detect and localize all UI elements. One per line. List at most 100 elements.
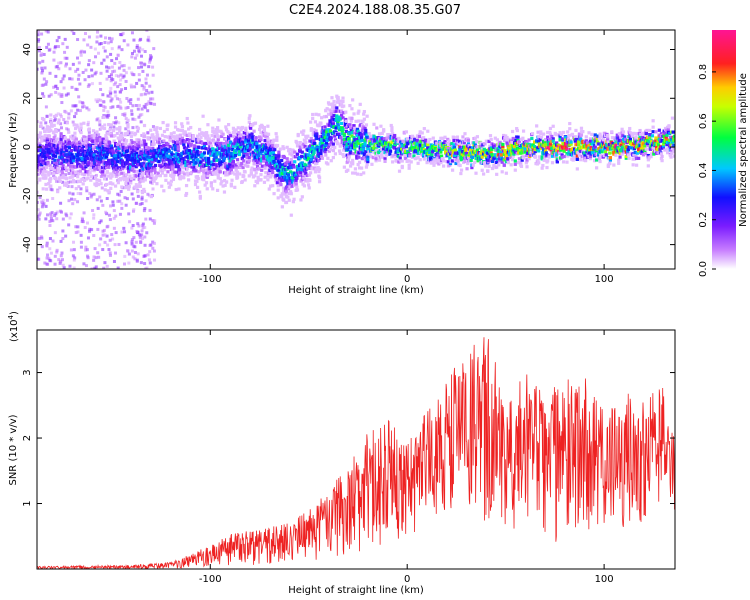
spectrogram-noise-cell (147, 91, 151, 95)
spectrogram-cell (548, 142, 553, 146)
spectrogram-cell (343, 138, 347, 143)
spectrogram-cell (56, 158, 60, 162)
spectrogram-noise-cell (112, 121, 116, 125)
spectrogram-cell (267, 170, 271, 175)
spectrogram-cell (513, 159, 517, 163)
spectrogram-cell (195, 134, 200, 138)
spectrogram-cell (59, 134, 63, 138)
spectrogram-noise-cell (146, 253, 150, 257)
spectrogram-cell (38, 166, 43, 170)
spectrogram-cell (151, 157, 155, 162)
spectrogram-cell (362, 117, 366, 121)
spectrogram-cell (517, 157, 522, 161)
spectrogram-cell (271, 143, 275, 147)
spectrogram-cell (383, 151, 387, 155)
spectrogram-cell (230, 157, 234, 161)
spectrogram-cell (306, 134, 310, 138)
spectrogram-cell (567, 134, 571, 138)
spectrogram-cell (240, 161, 244, 166)
spectrogram-cell (572, 153, 577, 157)
spectrogram-cell (129, 176, 134, 181)
spectrogram-cell (441, 157, 445, 161)
spectrogram-cell (231, 164, 235, 168)
spectrogram-noise-cell (55, 248, 59, 252)
spectrogram-cell (102, 146, 106, 150)
spectrogram-noise-cell (112, 125, 116, 129)
spectrogram-cell (232, 129, 236, 134)
spectrogram-noise-cell (107, 66, 111, 70)
spectrogram-cell (361, 127, 365, 131)
spectrogram-cell (439, 136, 443, 140)
spectrogram-cell (112, 139, 116, 143)
spectrogram-cell (467, 143, 471, 148)
spectrogram-noise-cell (77, 73, 81, 77)
spectrogram-cell (242, 135, 246, 139)
spectrogram-cell (145, 162, 149, 166)
spectrogram-noise-cell (135, 259, 139, 263)
spectrogram-cell (204, 168, 209, 173)
spectrogram-noise-cell (133, 245, 137, 249)
spectrogram-cell (173, 141, 178, 145)
spectrogram-noise-cell (127, 99, 131, 103)
spectrogram-cell (141, 176, 145, 180)
spectrogram-cell (323, 125, 327, 129)
spectrogram-cell (58, 176, 62, 180)
spectrogram-cell (571, 156, 575, 160)
spectrogram-cell (322, 115, 326, 119)
spectrogram-cell (160, 133, 165, 137)
spectrogram-cell (382, 129, 386, 133)
spectrogram-cell (520, 158, 524, 162)
spectrogram-cell (111, 149, 115, 153)
spectrogram-noise-cell (122, 64, 126, 68)
spectrogram-noise-cell (103, 261, 107, 265)
spectrogram-cell (546, 130, 550, 135)
spectrogram-cell (51, 153, 56, 158)
spectrogram-cell (557, 144, 562, 148)
spectrogram-cell (330, 96, 334, 100)
spectrogram-cell (70, 153, 74, 157)
spectrogram-cell (64, 165, 68, 169)
spectrogram-noise-cell (69, 212, 73, 216)
spectrogram-cell (317, 158, 321, 162)
spectrogram-cell (214, 163, 218, 167)
spectrogram-cell (57, 118, 61, 122)
spectrogram-cell (158, 137, 162, 141)
spectrogram-noise-cell (107, 213, 111, 217)
spectrogram-cell (153, 171, 158, 175)
spectrogram-noise-cell (60, 94, 64, 98)
spectrogram-cell (208, 170, 212, 174)
spectrogram-cell (301, 132, 305, 136)
spectrogram-cell (362, 109, 366, 114)
spectrogram-cell (162, 139, 166, 143)
spectrogram-cell (263, 138, 267, 143)
spectrogram-noise-cell (65, 127, 69, 131)
spectrogram-cell (263, 175, 267, 179)
spectrogram-noise-cell (146, 109, 150, 113)
spectrogram-noise-cell (119, 73, 123, 77)
spectrogram-cell (388, 143, 393, 147)
spectrogram-cell (125, 185, 129, 189)
spectrogram-noise-cell (49, 214, 53, 218)
spectrogram-noise-cell (93, 72, 97, 76)
spectrogram-cell (99, 182, 103, 186)
spectrogram-cell (407, 159, 411, 163)
spectrogram-noise-cell (85, 189, 89, 193)
spectrogram-cell (164, 173, 168, 178)
spectrogram-noise-cell (92, 213, 96, 217)
spectrogram-cell (149, 195, 154, 199)
spectrogram-cell (209, 144, 213, 148)
spectrogram-noise-cell (105, 65, 109, 69)
spectrogram-cell (160, 164, 165, 168)
spectrogram-noise-cell (112, 226, 116, 230)
spectrogram-noise-cell (96, 30, 100, 34)
spectrogram-noise-cell (137, 66, 141, 70)
spectrogram-cell (130, 150, 134, 155)
spectrogram-cell (479, 141, 483, 145)
spectrogram-noise-cell (52, 174, 56, 178)
spectrogram-cell (204, 147, 208, 151)
spectrogram-cell (274, 178, 278, 183)
spectrogram-cell (250, 132, 254, 136)
spectrogram-cell (40, 138, 44, 142)
spectrogram-cell (90, 134, 94, 138)
spectrogram-noise-cell (49, 93, 53, 97)
